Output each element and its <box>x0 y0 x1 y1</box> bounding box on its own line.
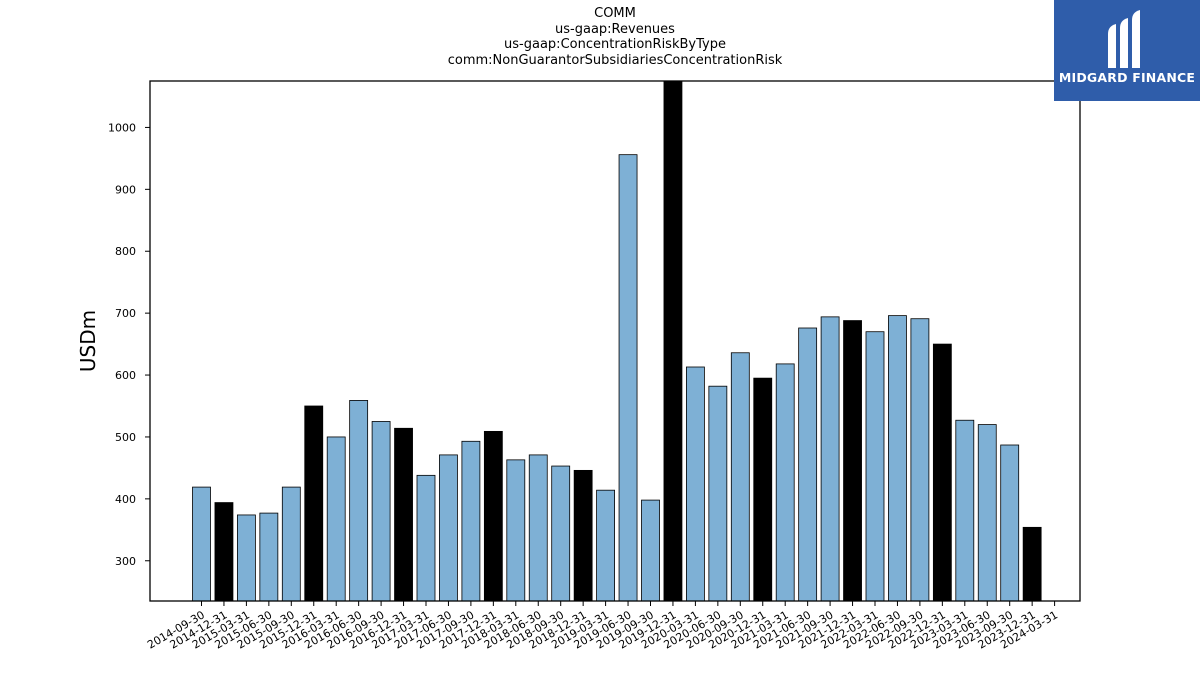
bar-2019-12-31 <box>663 80 683 602</box>
bar-2020-09-30 <box>730 352 750 602</box>
bar-2022-09-30 <box>910 318 930 602</box>
plot-frame <box>149 80 1081 602</box>
bar-2015-06-30 <box>259 512 279 602</box>
bar-2014-12-31 <box>214 502 234 602</box>
chart-title-line: comm:NonGuarantorSubsidiariesConcentrati… <box>447 52 783 68</box>
chart-title-line: us-gaap:ConcentrationRiskByType <box>504 37 726 53</box>
y-axis-label: USDm <box>76 310 100 372</box>
bar-2017-06-30 <box>439 454 458 602</box>
bar-2023-09-30 <box>1000 444 1020 602</box>
bar-2021-09-30 <box>820 316 840 602</box>
y-tick-label: 300 <box>115 555 136 568</box>
bar-2016-12-31 <box>394 427 413 602</box>
brand-logo: MIDGARD FINANCE <box>1054 0 1200 101</box>
bars-group <box>192 80 1042 602</box>
bar-2021-06-30 <box>798 327 818 602</box>
chart-title-line: us-gaap:Revenues <box>555 21 675 37</box>
chart-title-line: COMM <box>594 6 636 21</box>
bar-2022-06-30 <box>888 315 907 602</box>
bar-2014-09-30 <box>192 486 211 602</box>
bar-2020-03-31 <box>686 366 705 602</box>
y-tick-label: 900 <box>115 183 136 196</box>
bar-2018-09-30 <box>551 465 571 602</box>
bar-2016-03-31 <box>326 436 346 602</box>
bar-2018-12-31 <box>573 469 593 602</box>
bar-2020-12-31 <box>753 377 773 602</box>
midgard-monogram-icon <box>1108 10 1140 68</box>
bar-2023-03-31 <box>955 419 975 602</box>
bar-2021-12-31 <box>843 320 862 602</box>
y-tick-label: 1000 <box>108 121 136 134</box>
bar-2023-12-31 <box>1022 526 1042 602</box>
brand-name: MIDGARD FINANCE <box>1058 70 1196 85</box>
bar-2021-03-31 <box>775 363 795 602</box>
bar-2017-09-30 <box>461 440 481 602</box>
bar-2015-12-31 <box>304 405 324 602</box>
y-tick-label: 600 <box>115 369 136 382</box>
y-tick-label: 400 <box>115 493 136 506</box>
bar-2015-03-31 <box>236 514 256 602</box>
x-axis: 2014-09-302014-12-312015-03-312015-06-30… <box>145 601 1060 652</box>
bar-2019-03-31 <box>596 489 615 602</box>
y-tick-label: 700 <box>115 307 136 320</box>
y-tick-label: 500 <box>115 431 136 444</box>
bar-2017-03-31 <box>416 474 436 602</box>
bar-2017-12-31 <box>483 430 503 602</box>
bar-2016-09-30 <box>371 421 391 602</box>
bar-2015-09-30 <box>281 486 301 602</box>
chart-title: COMM us-gaap:Revenues us-gaap:Concentrat… <box>150 6 1080 68</box>
bar-2022-03-31 <box>865 331 885 602</box>
bar-2016-06-30 <box>349 400 369 602</box>
y-tick-label: 800 <box>115 245 136 258</box>
bar-2022-12-31 <box>932 343 952 602</box>
bar-2020-06-30 <box>708 385 728 602</box>
bar-2019-06-30 <box>618 154 638 602</box>
bar-2023-06-30 <box>977 424 997 602</box>
y-axis: 300 400 500 600 700 800 900 1000 <box>108 121 150 568</box>
bar-2019-09-30 <box>641 499 660 602</box>
bar-2018-03-31 <box>506 459 526 602</box>
bar-2018-06-30 <box>528 454 548 602</box>
